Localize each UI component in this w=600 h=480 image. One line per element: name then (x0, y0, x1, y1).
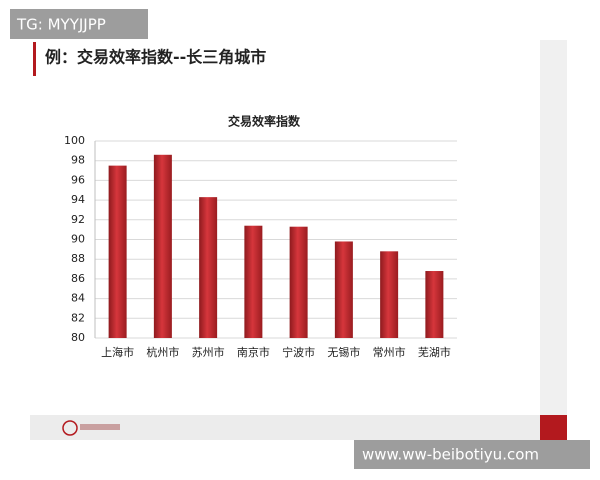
y-tick-label: 100 (64, 134, 85, 147)
bar (199, 197, 218, 338)
bar (108, 165, 127, 338)
bar (425, 271, 444, 338)
bar (334, 241, 353, 338)
bar (380, 251, 399, 338)
y-tick-label: 92 (71, 213, 85, 226)
watermark-box (10, 9, 148, 39)
y-tick-label: 84 (71, 292, 85, 305)
y-tick-label: 96 (71, 173, 85, 186)
bar (153, 154, 172, 338)
watermark-bottom: www.ww-beibotiyu.com (362, 446, 539, 464)
bar (244, 225, 263, 338)
x-tick-label: 南京市 (237, 345, 270, 359)
y-tick-label: 86 (71, 272, 85, 285)
side-strip (540, 40, 567, 415)
x-tick-label: 芜湖市 (418, 345, 451, 359)
heading-accent (33, 42, 36, 76)
y-tick-label: 90 (71, 233, 85, 246)
bar (289, 226, 308, 338)
y-tick-label: 80 (71, 331, 85, 344)
x-tick-label: 常州市 (373, 345, 406, 359)
x-tick-label: 苏州市 (192, 345, 225, 359)
watermark-top: TG: MYYJJPP (16, 16, 106, 34)
x-tick-label: 杭州市 (146, 345, 179, 359)
watermark-box (354, 440, 590, 469)
footer-logo (62, 420, 78, 436)
x-tick-label: 宁波市 (282, 345, 315, 359)
y-tick-label: 98 (71, 154, 85, 167)
footer-accent (540, 415, 567, 440)
y-tick-label: 82 (71, 311, 85, 324)
y-tick-label: 94 (71, 193, 85, 206)
x-tick-label: 无锡市 (327, 345, 360, 359)
x-tick-label: 上海市 (101, 345, 134, 359)
chart-title: 交易效率指数 (228, 114, 301, 129)
footer-logo-text (80, 424, 120, 430)
slide-heading: 例：交易效率指数--长三角城市 (45, 48, 266, 67)
y-tick-label: 88 (71, 252, 85, 265)
plot: 80 82 84 86 88 90 92 94 96 98 100 上海市 杭州市 苏州市 南京市 宁波市 无锡… (64, 134, 457, 359)
